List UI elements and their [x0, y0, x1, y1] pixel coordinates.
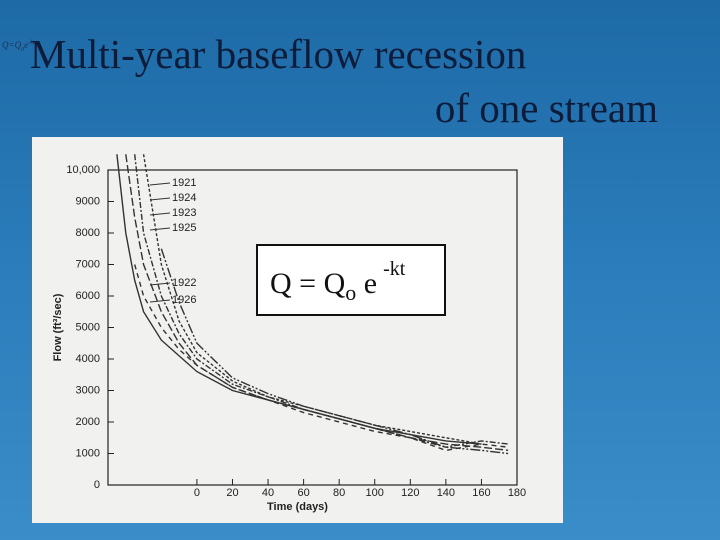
y-tick-label: 2000 — [76, 416, 100, 428]
legend-leader — [149, 197, 171, 201]
x-tick-label: 120 — [401, 487, 419, 499]
corner-formula: Q=Q0e-kt — [2, 40, 34, 53]
legend-label: 1923 — [172, 207, 196, 219]
y-tick-label: 6000 — [76, 290, 100, 302]
y-tick-label: 7000 — [76, 258, 100, 270]
slide-title: Multi-year baseflow recession — [30, 31, 527, 77]
legend-leader — [149, 299, 171, 303]
x-axis-label: Time (days) — [267, 501, 328, 513]
formula: Q = Qo e -kt — [270, 258, 406, 305]
x-tick-label: 160 — [472, 487, 490, 499]
x-tick-label: 180 — [508, 487, 526, 499]
legend-leader — [149, 227, 171, 231]
series-line — [125, 154, 509, 452]
legend-label: 1925 — [172, 222, 196, 234]
formula-text: Q = Q — [270, 267, 346, 300]
y-tick-label: 5000 — [76, 321, 100, 333]
x-tick-label: 140 — [437, 487, 455, 499]
series-line — [142, 154, 482, 445]
x-tick-label: 40 — [262, 487, 274, 499]
x-tick-label: 60 — [297, 487, 309, 499]
formula-subscript: o — [345, 280, 356, 305]
x-tick-label: 100 — [366, 487, 384, 499]
legend-label: 1922 — [172, 277, 196, 289]
y-tick-label: 0 — [94, 479, 100, 491]
y-tick-label: 4000 — [76, 353, 100, 365]
formula-text: Q=Q — [2, 40, 22, 50]
series-line — [160, 248, 509, 455]
series-line — [134, 264, 509, 452]
formula-subscript: 0 — [21, 46, 25, 53]
legend-label: 1921 — [172, 177, 196, 189]
y-tick-label: 3000 — [76, 384, 100, 396]
x-tick-label: 20 — [226, 487, 238, 499]
y-tick-label: 9000 — [76, 195, 100, 207]
y-tick-label: 10,000 — [66, 164, 100, 176]
x-tick-label: 80 — [333, 487, 345, 499]
legend-leader — [149, 182, 171, 186]
formula-box — [256, 244, 446, 316]
legend-label: 1924 — [172, 192, 196, 204]
chart-image — [32, 137, 563, 523]
formula-base: e — [24, 40, 29, 50]
slide-title: of one stream — [434, 85, 658, 131]
formula-base: e — [356, 267, 377, 300]
y-tick-label: 1000 — [76, 447, 100, 459]
formula-superscript: -kt — [28, 40, 35, 46]
formula-superscript: -kt — [383, 258, 406, 280]
legend-label: 1926 — [172, 294, 196, 306]
series-line — [116, 154, 482, 445]
y-tick-label: 8000 — [76, 227, 100, 239]
legend-leader — [149, 282, 171, 286]
x-tick-label: 0 — [194, 487, 200, 499]
y-axis-label: Flow (ft³/sec) — [52, 293, 64, 361]
